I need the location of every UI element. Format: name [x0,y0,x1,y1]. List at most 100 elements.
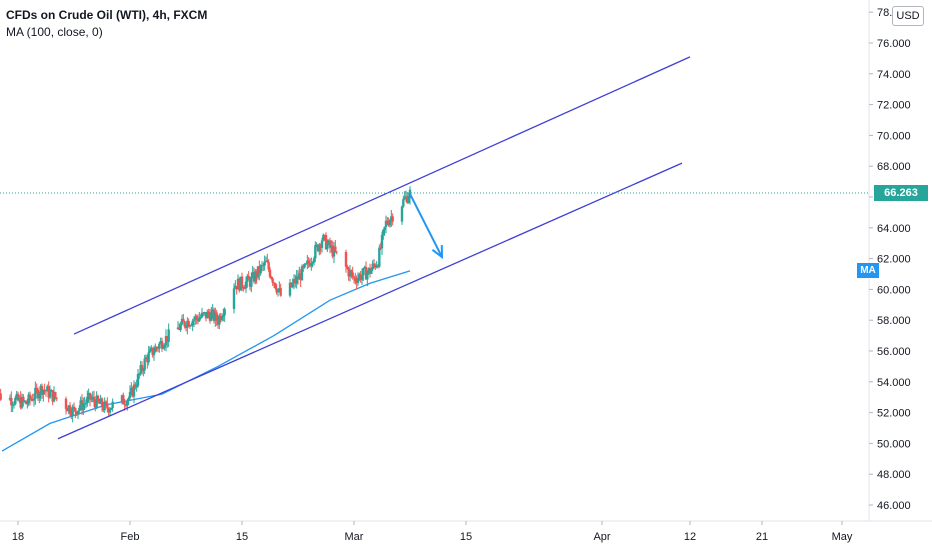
candle-body [235,285,238,290]
candle-body [106,403,109,409]
candle-body [238,278,241,291]
arrow-head[interactable] [431,245,444,260]
ma-badge[interactable]: MA [857,263,879,279]
candle-body [263,261,266,266]
candle-body [72,406,76,409]
y-tick-label: 56.000 [877,346,911,358]
candle-body [155,347,158,349]
candle-body [159,340,162,344]
candle-body [186,320,189,328]
candle-body [140,365,144,371]
candle-body [240,276,244,288]
candle-body [95,395,98,409]
x-tick-label: 15 [236,531,248,543]
y-tick-label: 62.000 [877,254,911,266]
candle-body [380,234,384,249]
candle-body [319,244,322,248]
candle-body [158,343,161,349]
candle-body [219,315,222,320]
candle-body [367,268,370,273]
candle-body [19,397,22,408]
candle-body [218,315,221,325]
candle-body [16,393,20,401]
candle-body [370,269,373,274]
candle-body [300,266,304,281]
candle-body [408,189,412,198]
candle-body [234,285,237,289]
candle-body [328,240,332,248]
y-tick-label: 46.000 [877,500,911,512]
candle-body [38,394,41,399]
candle-body [359,274,362,280]
y-tick-label: 54.000 [877,377,911,389]
candle-body [322,234,325,241]
candle-body [163,345,166,348]
candle-body [202,312,205,314]
candle-body [79,400,82,408]
ma-line[interactable] [1,270,411,452]
symbol-title[interactable]: CFDs on Crude Oil (WTI), 4h, FXCM [6,8,208,22]
candle-body [14,397,17,405]
candle-body [252,272,256,282]
candle-body [406,196,409,203]
candle-body [132,384,136,397]
candle-body [356,278,360,283]
x-tick-label: 12 [684,531,696,543]
candle-body [184,326,188,328]
candle-body [103,401,106,411]
candle-body [176,327,180,330]
candle-body [364,266,368,280]
candle-body [96,395,100,401]
candle-body [274,283,277,289]
candle-body [320,240,324,248]
candle-body [354,277,357,281]
channel-upper-line[interactable] [73,56,691,335]
candle-body [376,265,380,267]
x-tick-label: 18 [12,531,24,543]
candle-body [203,312,206,314]
chart-legend: CFDs on Crude Oil (WTI), 4h, FXCM MA (10… [6,7,207,41]
candle-body [154,347,157,353]
candle-body [166,336,169,342]
candle-body [222,315,225,318]
currency-button[interactable]: USD [892,6,924,26]
candle-body [54,392,57,398]
candle-body [330,245,333,248]
candle-body [32,398,36,401]
candle-body [308,263,312,267]
candle-body [28,394,32,400]
candle-body [292,279,296,284]
y-tick-label: 60.000 [877,284,911,296]
y-tick-label: 72.000 [877,100,911,112]
candle-body [386,220,389,224]
candle-body [39,385,42,395]
x-tick-label: Apr [593,531,610,543]
arrow-line[interactable] [409,193,443,258]
candle-body [199,317,202,319]
candle-body [80,400,84,411]
candle-body [91,396,94,399]
candle-body [236,278,240,290]
candle-body [126,400,129,406]
candle-body [182,318,185,322]
candle-body [298,273,301,280]
indicator-label[interactable]: MA (100, close, 0) [6,25,103,39]
candle-body [366,272,369,280]
candle-body [128,391,132,398]
candle-body [331,245,334,257]
candle-body [48,391,52,398]
candle-body [296,276,300,280]
candle-body [27,394,30,404]
channel-lower-line[interactable] [57,162,683,440]
candle-body [138,373,141,375]
candle-body [195,316,198,319]
candle-body [374,264,377,268]
candle-body [192,319,196,321]
y-tick-label: 68.000 [877,161,911,173]
candle-body [206,311,209,319]
candle-body [220,317,224,320]
candle-body [12,404,16,406]
candle-body [211,309,214,313]
